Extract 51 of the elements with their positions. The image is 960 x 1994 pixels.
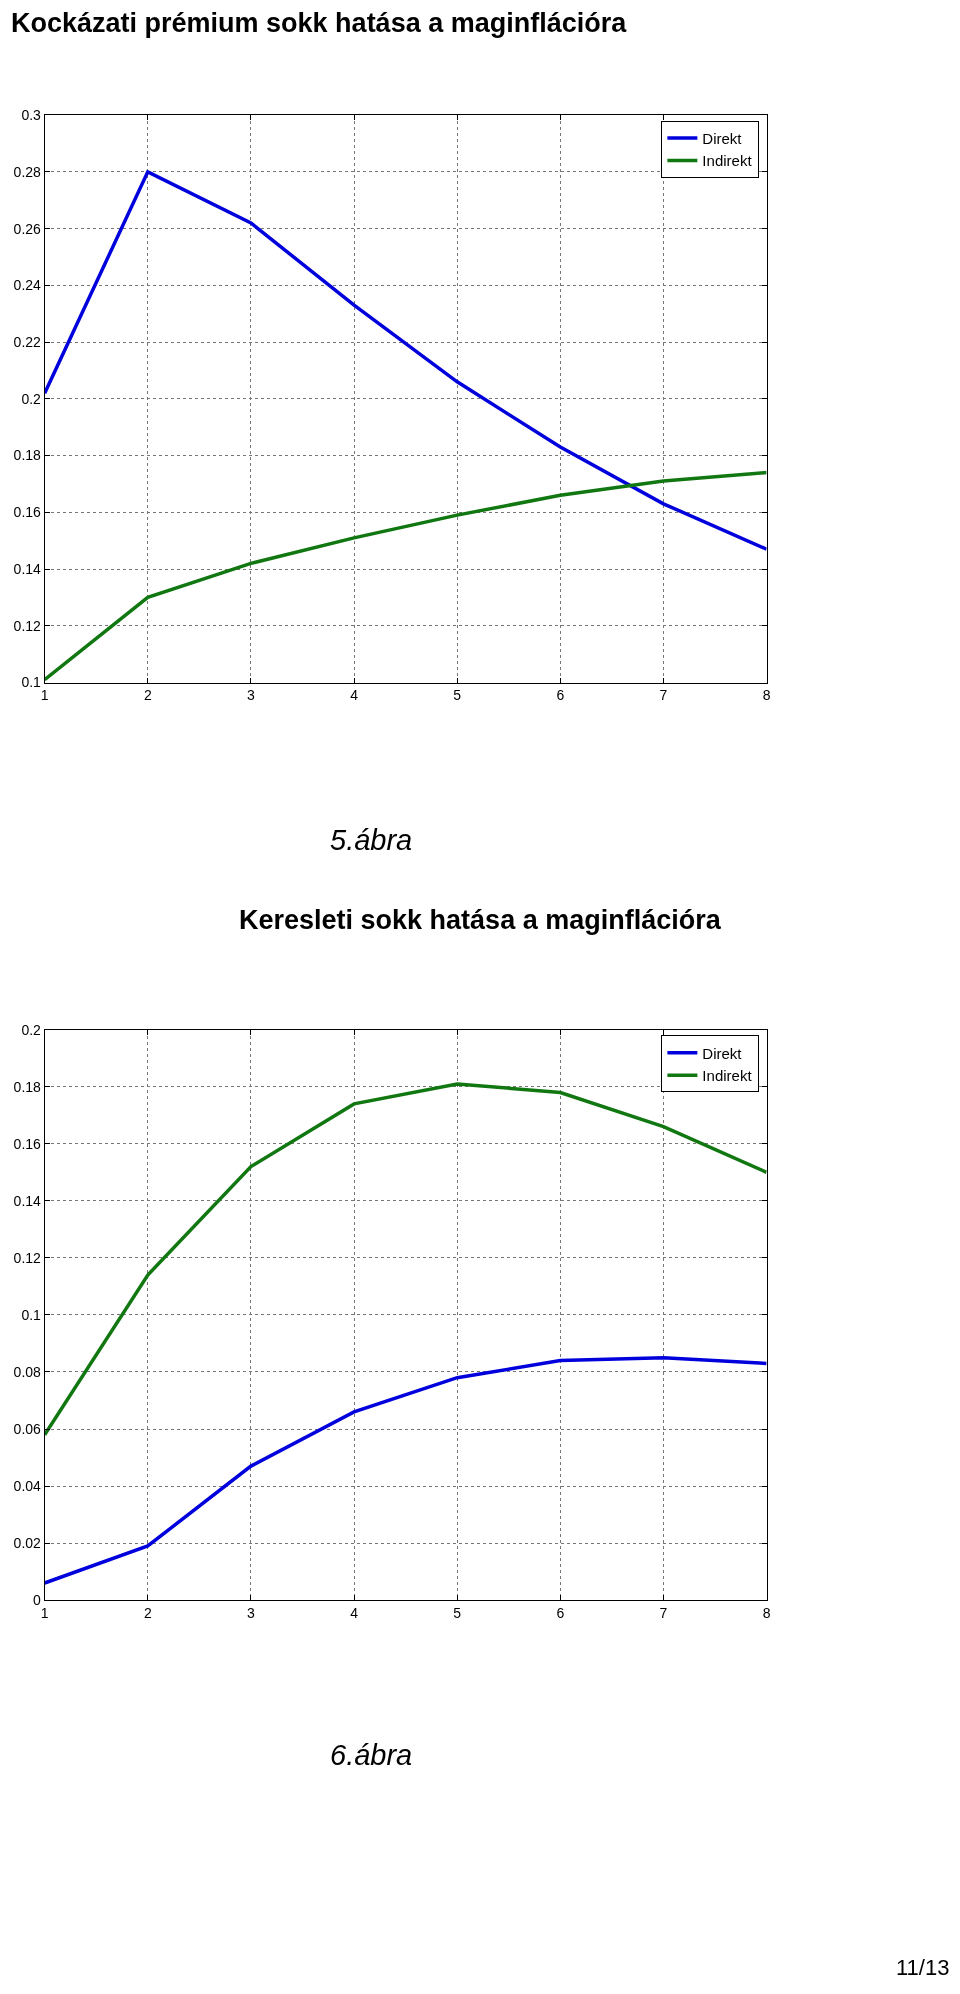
- x-tick-label: 8: [762, 1604, 771, 1621]
- x-tick-label: 4: [350, 687, 359, 704]
- x-tick-label: 1: [40, 687, 49, 704]
- y-tick-label: 0.16: [13, 1135, 42, 1152]
- x-tick-label: 1: [40, 1604, 49, 1621]
- y-tick-label: 0.18: [13, 1078, 42, 1095]
- x-tick-label: 8: [762, 687, 771, 704]
- x-tick-label: 2: [143, 687, 152, 704]
- text: 11/13: [896, 1955, 950, 1980]
- y-tick-label: 0.2: [21, 390, 42, 407]
- legend-label: Direkt: [702, 129, 743, 147]
- x-tick-label: 6: [556, 687, 565, 704]
- y-tick-label: 0.12: [13, 617, 42, 634]
- text: 5.ábra: [330, 824, 413, 856]
- y-tick-label: 0.14: [13, 560, 42, 577]
- x-tick-label: 2: [143, 1604, 152, 1621]
- x-tick-label: 7: [659, 687, 668, 704]
- chart-title: Kockázati prémium sokk hatása a maginflációra: [11, 8, 628, 38]
- y-tick-label: 0.06: [13, 1420, 42, 1437]
- y-tick-label: 0.02: [13, 1534, 42, 1551]
- y-tick-label: 0.28: [13, 163, 42, 180]
- x-tick-label: 7: [659, 1604, 668, 1621]
- y-tick-label: 0.14: [13, 1192, 42, 1209]
- y-tick-label: 0.1: [21, 1306, 42, 1323]
- y-tick-label: 0.08: [13, 1363, 42, 1380]
- line-series: [44, 1355, 767, 1585]
- x-tick-label: 5: [453, 687, 462, 704]
- legend-label: Indirekt: [702, 1067, 753, 1085]
- line-series: [44, 170, 767, 551]
- y-tick-label: 0.2: [21, 1021, 42, 1038]
- x-tick-label: 4: [350, 1604, 359, 1621]
- y-tick-label: 0: [33, 1592, 42, 1609]
- line-series: [44, 1082, 767, 1437]
- y-tick-label: 0.24: [13, 277, 42, 294]
- legend-label: Indirekt: [702, 152, 753, 170]
- x-tick-label: 5: [453, 1604, 462, 1621]
- legend-label: Direkt: [702, 1044, 743, 1062]
- y-tick-label: 0.1: [21, 674, 42, 691]
- x-tick-label: 6: [556, 1604, 565, 1621]
- y-tick-label: 0.04: [13, 1477, 42, 1494]
- x-tick-label: 3: [247, 1604, 256, 1621]
- y-tick-label: 0.16: [13, 504, 42, 521]
- y-tick-label: 0.22: [13, 333, 42, 350]
- x-tick-label: 3: [247, 687, 256, 704]
- text: 6.ábra: [330, 1739, 413, 1771]
- chart-title: Keresleti sokk hatása a maginflációra: [239, 905, 722, 935]
- y-tick-label: 0.12: [13, 1249, 42, 1266]
- y-tick-label: 0.3: [21, 107, 42, 124]
- y-tick-label: 0.26: [13, 220, 42, 237]
- y-tick-label: 0.18: [13, 447, 42, 464]
- line-series: [44, 470, 767, 682]
